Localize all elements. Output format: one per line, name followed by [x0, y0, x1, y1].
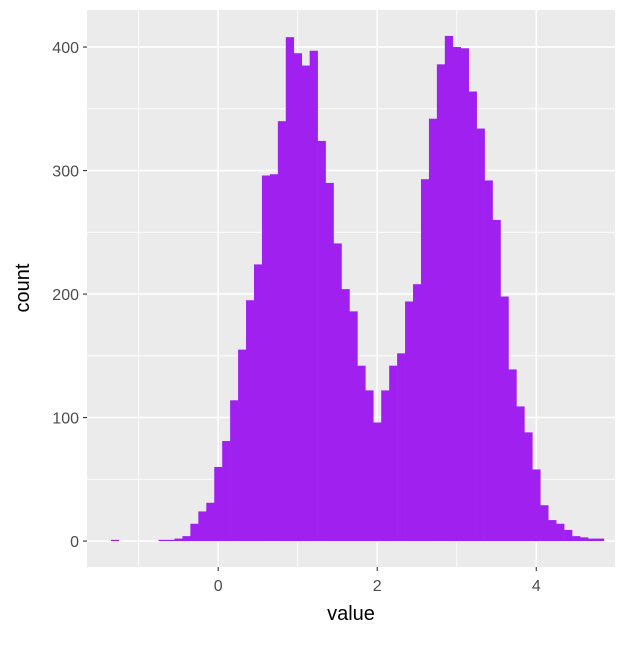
histogram-bar: [214, 466, 223, 542]
histogram-bar: [238, 349, 247, 542]
histogram-bar: [587, 538, 597, 542]
histogram-bar: [190, 523, 199, 542]
histogram-bar: [309, 50, 318, 542]
histogram-bar: [357, 365, 366, 542]
histogram-bar: [580, 537, 589, 542]
histogram-bar: [460, 48, 469, 542]
axes: 0 2 4 0 100 200 300 400: [52, 40, 541, 595]
histogram-bar: [206, 502, 215, 542]
histogram-bar: [317, 140, 326, 542]
histogram-bar: [564, 529, 573, 542]
histogram-bar: [222, 441, 231, 542]
histogram-bar: [508, 369, 517, 542]
y-tick-label: 0: [70, 534, 79, 551]
histogram-bar: [341, 289, 350, 542]
histogram-bar: [420, 179, 430, 542]
histogram-bar: [110, 539, 120, 542]
histogram-bar: [293, 53, 302, 542]
histogram-bar: [468, 91, 477, 542]
histogram-bar: [436, 64, 446, 542]
histogram-bar: [500, 296, 509, 542]
histogram-bar: [595, 538, 605, 542]
histogram-bar: [556, 523, 565, 542]
histogram-bar: [174, 538, 183, 542]
histogram-bar: [516, 406, 525, 542]
histogram-bar: [413, 284, 422, 542]
histogram-bar: [198, 511, 207, 542]
histogram-bar: [301, 65, 310, 542]
histogram-bar: [333, 243, 342, 542]
histogram-bar: [389, 365, 398, 542]
x-axis-title: value: [327, 603, 375, 625]
histogram-bar: [365, 390, 374, 542]
histogram-bar: [492, 219, 501, 542]
histogram-bar: [158, 539, 167, 542]
histogram-bar: [540, 505, 549, 542]
histogram-bar: [572, 536, 581, 542]
y-tick-label: 200: [52, 287, 79, 304]
histogram-bar: [261, 175, 271, 542]
histogram-bar: [349, 311, 358, 542]
histogram-bar: [230, 400, 239, 542]
histogram-bar: [444, 35, 454, 542]
histogram-bar: [182, 536, 191, 542]
histogram-bar: [246, 300, 255, 542]
histogram-bar: [381, 390, 390, 542]
histogram-bar: [548, 520, 557, 542]
histogram-bar: [452, 47, 462, 542]
y-axis-title: count: [12, 263, 34, 312]
histogram-bar: [484, 180, 493, 542]
y-tick-label: 100: [52, 411, 79, 428]
histogram-bar: [373, 422, 382, 542]
histogram-bar: [325, 182, 334, 542]
histogram-bar: [532, 469, 541, 542]
x-tick-label: 0: [214, 578, 223, 595]
x-tick-label: 4: [532, 578, 541, 595]
histogram-bar: [476, 128, 485, 542]
histogram-bars: [110, 35, 605, 542]
y-tick-label: 300: [52, 164, 79, 181]
histogram-bar: [428, 118, 438, 542]
histogram-bar: [524, 432, 533, 542]
histogram-bar: [405, 301, 414, 542]
histogram-bar: [285, 37, 295, 542]
histogram-bar: [253, 264, 263, 542]
y-tick-label: 400: [52, 40, 79, 57]
histogram-bar: [277, 121, 287, 542]
x-tick-label: 2: [373, 578, 382, 595]
histogram-bar: [397, 353, 406, 542]
histogram-bar: [269, 174, 279, 542]
histogram-bar: [166, 539, 175, 542]
